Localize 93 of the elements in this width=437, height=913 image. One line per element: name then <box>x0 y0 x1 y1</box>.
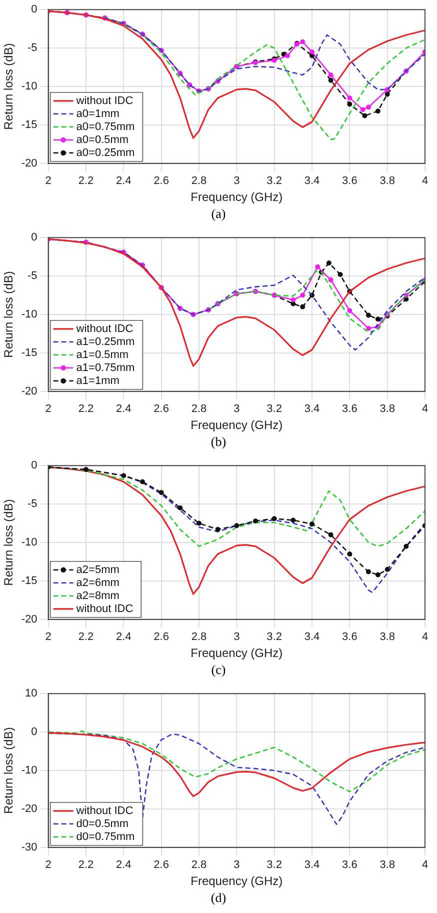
x-tick-label: 2.6 <box>154 631 169 644</box>
x-tick-label: 3 <box>234 859 240 872</box>
x-tick-label: 3.4 <box>304 403 320 416</box>
legend-label: a0=0.25mm <box>76 146 135 159</box>
x-tick-label: 2.4 <box>116 631 132 644</box>
x-tick-label: 4 <box>422 859 428 872</box>
y-tick-label: -20 <box>21 157 38 170</box>
legend-label: a1=0.75mm <box>76 362 135 374</box>
x-tick-label: 3.6 <box>342 859 358 872</box>
x-tick-label: 2.4 <box>116 403 132 416</box>
x-tick-label: 3.8 <box>380 859 395 872</box>
x-tick-label: 2.8 <box>191 859 207 872</box>
legend-label: a2=8mm <box>76 590 120 602</box>
x-tick-label: 2.8 <box>191 403 207 416</box>
y-tick-label: 0 <box>31 460 38 472</box>
y-tick-label: -10 <box>21 536 38 549</box>
x-tick-label: 2.6 <box>154 859 169 872</box>
y-tick-label: -15 <box>21 346 38 359</box>
y-axis-title: Return loss (dB) <box>2 499 16 586</box>
x-tick-label: 3 <box>234 403 240 416</box>
x-tick-label: 2.8 <box>191 631 207 644</box>
x-tick-label: 3.8 <box>380 175 395 188</box>
y-tick-label: -20 <box>21 385 38 398</box>
y-tick-label: -20 <box>21 613 38 626</box>
text: (d) <box>210 889 228 907</box>
x-tick-label: 3.8 <box>380 631 395 644</box>
legend-label: without IDC <box>75 322 134 335</box>
legend-label: without IDC <box>75 602 134 615</box>
y-axis-title: Return loss (dB) <box>2 727 16 814</box>
x-tick-label: 4 <box>422 175 428 188</box>
y-tick-label: -5 <box>28 270 38 282</box>
y-tick-label: -30 <box>21 841 38 854</box>
x-tick-label: 3.2 <box>266 631 282 644</box>
y-tick-label: -5 <box>28 498 38 510</box>
x-tick-label: 2.6 <box>154 403 169 416</box>
legend-label: a1=0.25mm <box>76 336 135 348</box>
x-tick-label: 3 <box>234 175 240 188</box>
legend-label: a0=0.75mm <box>76 120 135 133</box>
x-tick-label: 3.6 <box>342 631 358 644</box>
x-tick-label: 3.2 <box>266 403 282 416</box>
x-tick-label: 3.6 <box>342 175 358 188</box>
y-tick-label: 0 <box>31 726 38 738</box>
text: (c) <box>210 661 227 679</box>
x-axis-title: Frequency (GHz) <box>190 646 283 660</box>
y-axis-title: Return loss (dB) <box>2 271 16 358</box>
y-tick-label: -5 <box>28 42 38 54</box>
x-axis-title: Frequency (GHz) <box>190 874 283 888</box>
legend-label: a0=0.5mm <box>76 134 129 146</box>
x-tick-label: 2.2 <box>78 175 94 188</box>
y-tick-label: -15 <box>21 118 38 131</box>
x-tick-label: 2 <box>45 631 52 644</box>
legend-label: d0=0.75mm <box>76 830 135 843</box>
legend-label: a1=1mm <box>76 374 120 387</box>
legend-label: a2=6mm <box>76 576 120 589</box>
y-tick-label: -10 <box>21 764 38 777</box>
x-tick-label: 2 <box>45 859 52 872</box>
x-tick-label: 2 <box>45 175 52 188</box>
x-tick-label: 3.2 <box>266 859 282 872</box>
y-tick-label: 10 <box>25 688 38 700</box>
x-tick-label: 3.6 <box>342 403 358 416</box>
x-tick-label: 3.4 <box>304 631 320 644</box>
x-tick-label: 2.4 <box>116 175 132 188</box>
x-tick-label: 2.2 <box>78 859 94 872</box>
y-tick-label: -10 <box>21 308 38 321</box>
legend-label: a0=1mm <box>76 108 120 120</box>
y-tick-label: -20 <box>21 802 38 815</box>
y-tick-label: 0 <box>31 4 38 16</box>
y-tick-label: -15 <box>21 574 38 587</box>
legend-label: a2=5mm <box>76 564 120 576</box>
x-tick-label: 3 <box>234 631 240 644</box>
y-axis-title: Return loss (dB) <box>2 43 16 130</box>
legend-label: d0=0.5mm <box>76 818 129 830</box>
x-axis-title: Frequency (GHz) <box>190 190 283 204</box>
x-tick-label: 3.4 <box>304 859 320 872</box>
y-tick-label: 0 <box>31 232 38 244</box>
x-tick-label: 3.2 <box>266 175 282 188</box>
x-tick-label: 2.2 <box>78 631 94 644</box>
x-tick-label: 2.8 <box>191 175 207 188</box>
x-tick-label: 2.4 <box>116 859 132 872</box>
legend-label: without IDC <box>75 804 134 817</box>
legend-label: without IDC <box>75 94 134 107</box>
text: (b) <box>210 433 228 451</box>
x-tick-label: 3.8 <box>380 403 395 416</box>
x-tick-label: 2.6 <box>154 175 169 188</box>
x-tick-label: 2.2 <box>78 403 94 416</box>
x-axis-title: Frequency (GHz) <box>190 418 283 432</box>
x-tick-label: 4 <box>422 631 428 644</box>
text: (a) <box>210 205 227 223</box>
x-tick-label: 4 <box>422 403 428 416</box>
legend-label: a1=0.5mm <box>76 348 129 361</box>
x-tick-label: 3.4 <box>304 175 320 188</box>
x-tick-label: 2 <box>45 403 52 416</box>
y-tick-label: -10 <box>21 80 38 93</box>
